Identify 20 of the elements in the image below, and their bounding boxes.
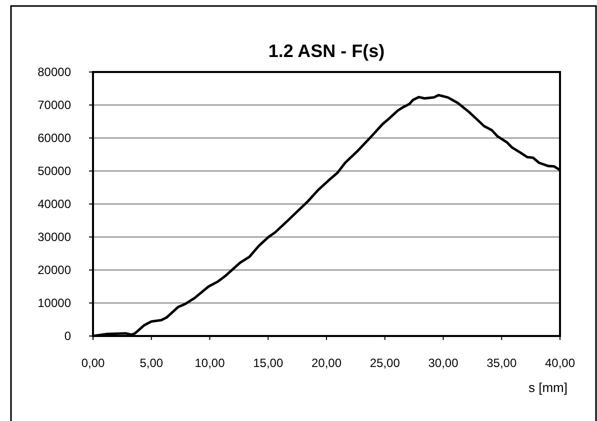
- x-tick-label: 0,00: [81, 356, 105, 370]
- y-tick-label: 0: [64, 329, 72, 344]
- x-axis-title: s [mm]: [528, 380, 568, 395]
- y-tick-label: 30000: [38, 230, 72, 244]
- x-tick-label: 30,00: [428, 356, 459, 370]
- y-tick-label: 50000: [38, 164, 72, 178]
- y-tick-label: 70000: [38, 98, 72, 112]
- y-tick-label: 40000: [38, 197, 72, 212]
- x-tick-label: 20,00: [311, 356, 342, 370]
- y-tick-label: 60000: [38, 131, 72, 146]
- chart-title: 1.2 ASN - F(s): [268, 41, 385, 61]
- y-tick-label: 10000: [38, 296, 72, 310]
- x-tick-label: 35,00: [486, 356, 517, 370]
- x-tick-label: 5,00: [140, 356, 164, 370]
- x-tick-label: 15,00: [253, 356, 284, 370]
- x-tick-label: 25,00: [370, 356, 400, 370]
- y-tick-label: 80000: [38, 65, 72, 80]
- x-tick-label: 10,00: [194, 356, 226, 370]
- x-tick-label: 40,00: [544, 356, 576, 370]
- y-tick-label: 20000: [38, 263, 72, 278]
